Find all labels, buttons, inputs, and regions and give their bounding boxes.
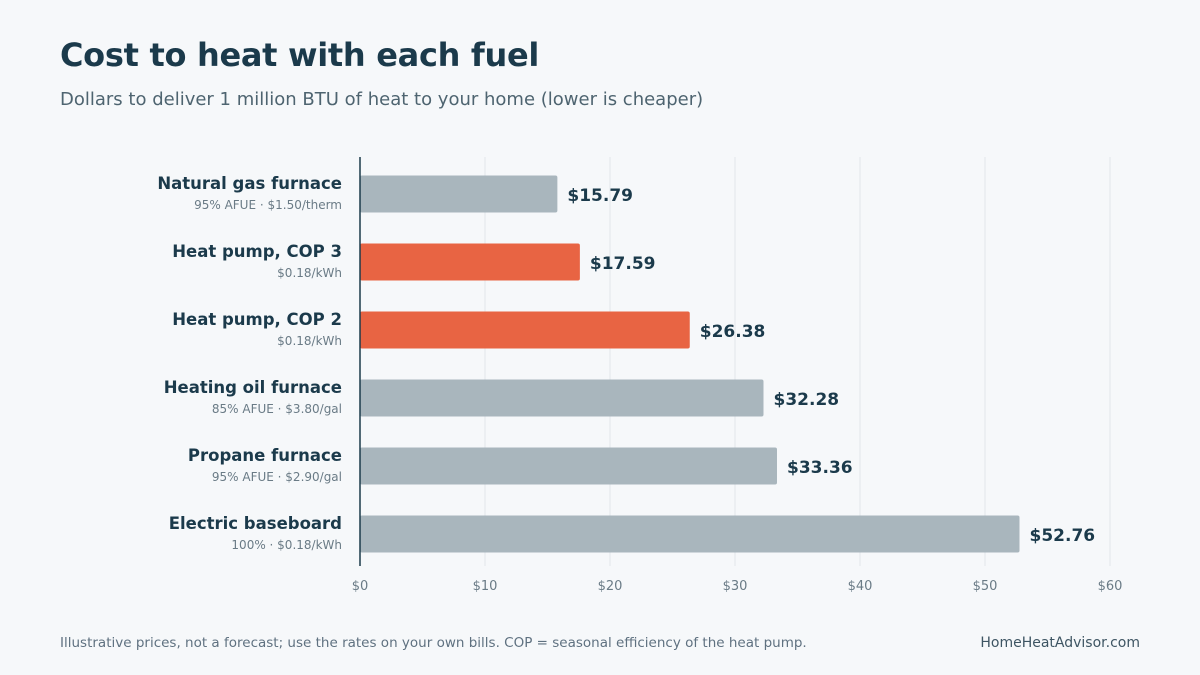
category-sublabel: $0.18/kWh [277,266,342,280]
bar [360,243,580,281]
category-sublabel: $0.18/kWh [277,334,342,348]
data-label: $52.76 [1030,526,1096,546]
bar [360,379,764,417]
x-tick-label: $60 [1098,579,1123,594]
x-tick-label: $50 [973,579,998,594]
bar [360,175,558,213]
bar [360,311,690,349]
category-sublabel: 100% · $0.18/kWh [231,538,342,552]
data-label: $15.79 [567,186,633,206]
chart-title: Cost to heat with each fuel [60,36,540,74]
category-label: Propane furnace [188,446,342,465]
x-tick-label: $0 [352,579,369,594]
category-label: Heating oil furnace [164,378,342,397]
footer-source: HomeHeatAdvisor.com [980,635,1140,651]
footer-note: Illustrative prices, not a forecast; use… [60,635,807,651]
category-sublabel: 85% AFUE · $3.80/gal [212,402,342,416]
bar [360,515,1020,553]
x-tick-label: $10 [473,579,498,594]
chart-subtitle: Dollars to deliver 1 million BTU of heat… [60,89,704,110]
category-sublabel: 95% AFUE · $2.90/gal [212,470,342,484]
category-label: Natural gas furnace [157,174,342,193]
data-label: $33.36 [787,458,853,478]
category-sublabel: 95% AFUE · $1.50/therm [194,198,342,212]
x-tick-label: $20 [598,579,623,594]
data-label: $17.59 [590,254,656,274]
x-tick-label: $40 [848,579,873,594]
category-label: Electric baseboard [169,514,342,533]
bar [360,447,777,485]
category-label: Heat pump, COP 3 [172,242,342,261]
data-label: $26.38 [700,322,766,342]
data-label: $32.28 [774,390,840,410]
category-label: Heat pump, COP 2 [172,310,342,329]
x-tick-label: $30 [723,579,748,594]
